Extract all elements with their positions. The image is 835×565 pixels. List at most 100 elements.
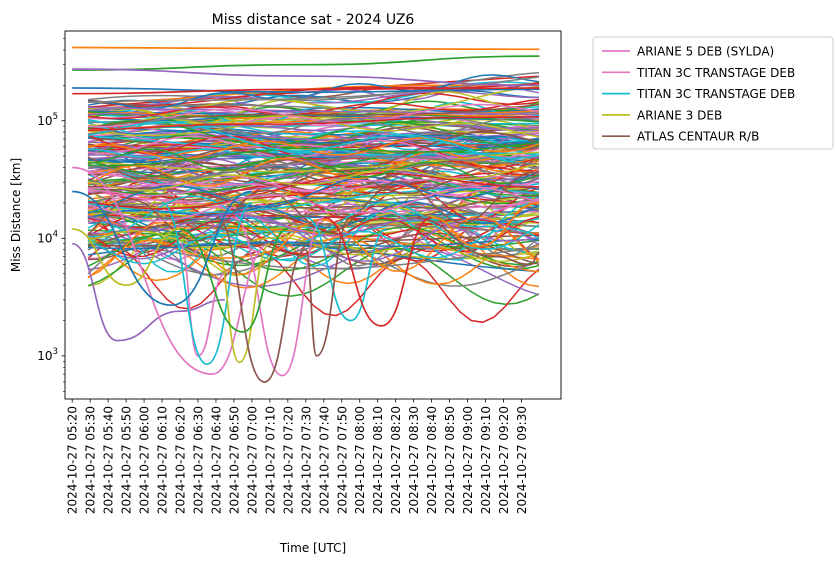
legend: ARIANE 5 DEB (SYLDA) TITAN 3C TRANSTAGE D…	[592, 36, 834, 150]
background-series-line	[87, 172, 540, 199]
background-series-line	[87, 141, 540, 167]
legend-entry-label: ARIANE 5 DEB (SYLDA)	[637, 45, 774, 59]
x-tick-label: 2024-10-27 07:10	[263, 406, 277, 514]
series-line-9	[161, 202, 253, 366]
background-series-line	[87, 171, 540, 242]
background-series-line	[87, 232, 540, 289]
series-line-2	[72, 68, 540, 87]
background-series-lines	[87, 71, 540, 324]
background-series-line	[87, 169, 540, 221]
x-tick-label: 2024-10-27 07:30	[299, 406, 313, 514]
x-tick-label: 2024-10-27 09:20	[497, 406, 511, 514]
series-line-16	[179, 228, 289, 333]
background-series-line	[87, 115, 540, 132]
background-series-line	[87, 76, 540, 104]
x-tick-label: 2024-10-27 08:00	[353, 406, 367, 514]
background-series-line	[87, 215, 540, 278]
x-tick-label: 2024-10-27 08:40	[425, 406, 439, 514]
series-line-11	[215, 242, 271, 364]
series-line-13	[215, 216, 352, 383]
x-tick-label: 2024-10-27 07:40	[317, 406, 331, 514]
x-tick-label: 2024-10-27 07:50	[335, 406, 349, 514]
background-series-line	[87, 98, 540, 120]
legend-entry-label: TITAN 3C TRANSTAGE DEB	[636, 66, 795, 80]
x-tick-label: 2024-10-27 09:30	[515, 406, 529, 514]
series-line-0	[72, 46, 540, 51]
background-series-line	[87, 106, 540, 138]
series-line-17	[72, 190, 252, 307]
x-tick-label: 2024-10-27 08:30	[407, 406, 421, 514]
series-lines	[71, 46, 540, 383]
x-axis: 2024-10-27 05:20 2024-10-27 05:30 2024-10-…	[66, 399, 529, 514]
series-line-5	[71, 242, 225, 342]
background-series-line	[87, 121, 540, 165]
y-tick-label: 105	[37, 112, 58, 128]
x-tick-label: 2024-10-27 05:30	[84, 406, 98, 514]
background-series-line	[87, 239, 540, 305]
background-series-line	[87, 118, 540, 157]
background-series-line	[87, 163, 540, 192]
legend-entry-label: ARIANE 3 DEB	[637, 108, 722, 122]
background-series-line	[87, 106, 540, 116]
x-tick-label: 2024-10-27 07:00	[245, 406, 259, 514]
series-line-8	[233, 216, 325, 377]
background-series-line	[87, 221, 540, 266]
background-series-line	[87, 137, 540, 160]
series-line-6	[72, 166, 271, 375]
background-series-line	[87, 186, 540, 212]
x-tick-label: 2024-10-27 08:10	[371, 406, 385, 514]
background-series-line	[87, 172, 540, 210]
x-tick-label: 2024-10-27 08:20	[389, 406, 403, 514]
series-line-12	[72, 228, 181, 286]
x-tick-label: 2024-10-27 05:50	[120, 406, 134, 514]
background-series-line	[87, 156, 540, 183]
series-line-3	[72, 87, 540, 94]
background-series-line	[87, 230, 540, 262]
x-tick-label: 2024-10-27 07:20	[281, 406, 295, 514]
background-series-line	[87, 90, 540, 109]
background-series-line	[87, 228, 540, 265]
background-series-line	[87, 201, 540, 233]
background-series-line	[87, 158, 540, 188]
background-series-line	[87, 74, 540, 110]
x-tick-label: 2024-10-27 09:00	[461, 406, 475, 514]
chart-title: Miss distance sat - 2024 UZ6	[212, 12, 415, 28]
x-tick-label: 2024-10-27 05:40	[102, 406, 116, 514]
plot-frame	[64, 30, 562, 400]
y-axis: 103 104 105	[37, 38, 65, 392]
background-series-line	[87, 199, 540, 223]
y-axis-label: Miss Distance [km]	[9, 158, 23, 272]
background-series-line	[87, 135, 539, 156]
background-series-line	[87, 237, 540, 270]
series-line-18	[431, 202, 540, 248]
legend-frame	[592, 36, 834, 150]
background-series-line	[87, 171, 540, 214]
x-tick-label: 2024-10-27 06:20	[174, 406, 188, 514]
x-tick-label: 2024-10-27 06:10	[156, 406, 170, 514]
x-tick-label: 2024-10-27 06:30	[192, 406, 206, 514]
x-tick-label: 2024-10-27 06:00	[138, 406, 152, 514]
background-series-line	[87, 156, 540, 202]
x-tick-label: 2024-10-27 06:40	[210, 406, 224, 514]
background-series-line	[87, 190, 540, 214]
background-series-line	[87, 71, 540, 101]
background-series-line	[87, 215, 540, 258]
series-line-4	[72, 87, 540, 95]
background-series-line	[87, 150, 540, 187]
background-series-line	[87, 243, 540, 324]
x-tick-label: 2024-10-27 06:50	[227, 406, 241, 514]
background-series-line	[87, 185, 540, 219]
background-series-line	[87, 108, 540, 133]
y-tick-label: 103	[37, 347, 58, 363]
x-tick-label: 2024-10-27 05:20	[66, 406, 80, 514]
x-tick-label: 2024-10-27 09:10	[479, 406, 493, 514]
background-series-line	[87, 186, 540, 222]
series-line-10	[305, 216, 387, 322]
legend-entry-label: TITAN 3C TRANSTAGE DEB	[636, 87, 795, 101]
x-axis-label: Time [UTC]	[279, 541, 346, 555]
x-tick-label: 2024-10-27 08:50	[443, 406, 457, 514]
series-line-15	[323, 216, 432, 327]
background-series-line	[87, 203, 540, 273]
legend-entry-label: ATLAS CENTAUR R/B	[637, 130, 759, 144]
